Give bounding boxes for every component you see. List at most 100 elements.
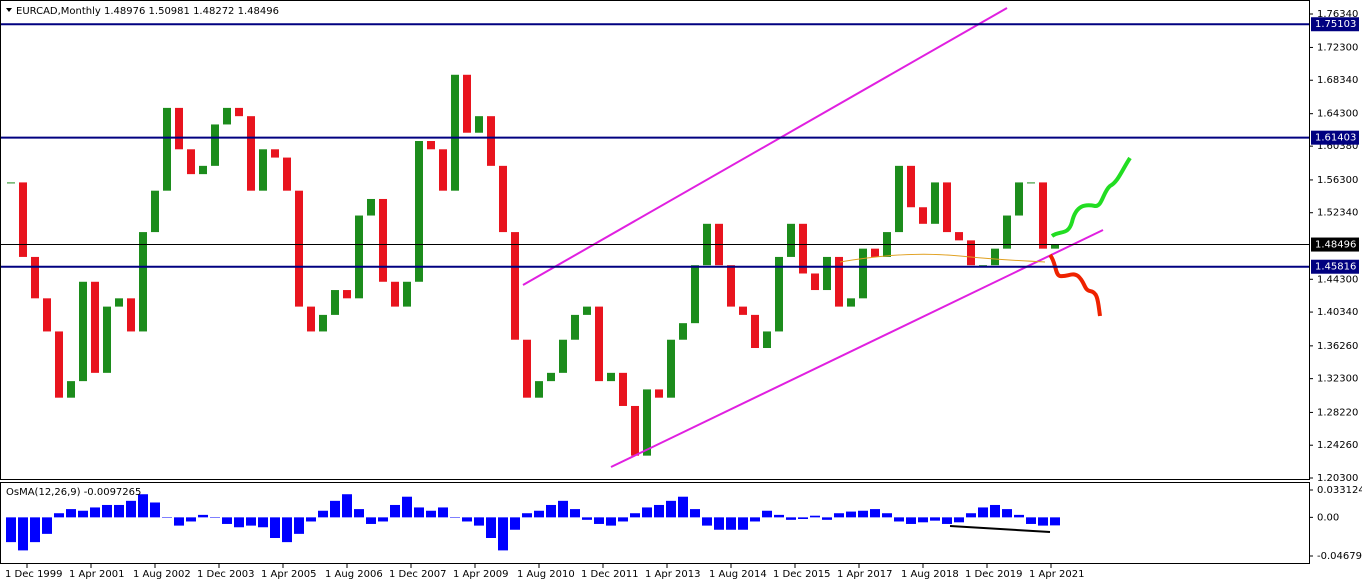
candle — [55, 331, 63, 398]
candle — [799, 223, 807, 274]
candle — [511, 232, 519, 340]
candle — [43, 298, 51, 332]
candle — [835, 256, 843, 307]
osma-bar — [726, 517, 736, 530]
osma-bar — [186, 517, 196, 522]
x-tick-label: 1 Aug 2002 — [133, 569, 191, 580]
candle — [163, 107, 171, 191]
candle — [691, 265, 699, 324]
candle — [475, 116, 483, 133]
x-tick-label: 1 Aug 2010 — [517, 569, 575, 580]
candle — [739, 306, 747, 315]
candle — [943, 182, 951, 233]
osma-bar — [738, 517, 748, 530]
price-level-label: 1.48496 — [1315, 240, 1356, 251]
candle — [751, 314, 759, 349]
candle — [823, 256, 831, 291]
y2-tick-label: 0.033124 — [1317, 485, 1362, 496]
candle — [367, 198, 375, 216]
menu-arrow — [6, 8, 12, 12]
osma-bar — [774, 514, 784, 518]
x-tick-label: 1 Aug 2014 — [709, 569, 767, 580]
x-tick-label: 1 Aug 2018 — [901, 569, 959, 580]
osma-bar — [138, 494, 148, 518]
osma-bar — [498, 517, 508, 551]
candle — [199, 165, 207, 175]
candle — [583, 306, 591, 315]
osma-bar — [126, 500, 136, 518]
candle — [991, 248, 999, 266]
candle — [499, 165, 507, 233]
osma-bar — [246, 517, 256, 526]
osma-bar — [462, 517, 472, 522]
chart-title: EURCAD,Monthly 1.48976 1.50981 1.48272 1… — [16, 6, 279, 17]
osma-bar — [930, 517, 940, 521]
x-tick-label: 1 Apr 2009 — [453, 569, 508, 580]
candle — [259, 149, 267, 191]
osma-bar — [474, 517, 484, 526]
x-tick-label: 1 Aug 2006 — [325, 569, 383, 580]
x-tick-label: 1 Apr 2005 — [261, 569, 316, 580]
osma-bar — [222, 517, 232, 524]
channel-upper — [522, 7, 1008, 286]
y-tick-label: 1.60380 — [1317, 141, 1358, 152]
candle — [379, 198, 387, 282]
candle — [67, 381, 75, 398]
x-tick-label: 1 Dec 2003 — [197, 569, 255, 580]
candle — [571, 314, 579, 340]
channel-lower — [610, 229, 1104, 468]
osma-bar — [114, 504, 124, 518]
candle — [727, 265, 735, 307]
osma-bar — [390, 504, 400, 518]
candle — [487, 116, 495, 166]
y-tick-label: 1.52340 — [1317, 208, 1358, 219]
osma-bar — [594, 517, 604, 524]
candle — [343, 290, 351, 299]
osma-bar — [162, 517, 172, 518]
osma-bar — [942, 517, 952, 524]
candle — [103, 306, 111, 373]
osma-bar — [750, 517, 760, 522]
price-level-box — [1311, 259, 1359, 274]
y-tick-label: 1.68340 — [1317, 75, 1358, 86]
osma-bar — [258, 517, 268, 528]
candle — [235, 107, 243, 117]
osma-bar — [582, 517, 592, 520]
candle — [439, 149, 447, 191]
candle — [7, 182, 15, 184]
osma-bar — [1014, 514, 1024, 518]
candle — [763, 331, 771, 349]
osma-bar — [906, 517, 916, 524]
osma-bar — [426, 510, 436, 518]
osma-bar — [534, 510, 544, 518]
osma-bar — [810, 515, 820, 518]
osma-bar — [558, 500, 568, 518]
candle — [859, 248, 867, 299]
candle — [319, 314, 327, 332]
osma-bar — [798, 517, 808, 520]
candle — [79, 281, 87, 382]
osma-bar — [294, 517, 304, 534]
candle — [211, 124, 219, 166]
osma-bar — [414, 507, 424, 518]
candle — [307, 306, 315, 332]
y-tick-label: 1.40340 — [1317, 307, 1358, 318]
osma-bar — [486, 517, 496, 538]
candle — [523, 339, 531, 398]
bullish-arrow — [1050, 156, 1132, 238]
candle — [895, 165, 903, 233]
candle — [139, 232, 147, 332]
candle — [1039, 182, 1047, 249]
osma-bar — [510, 517, 520, 530]
osma-bar — [966, 513, 976, 518]
y-tick-label: 1.72300 — [1317, 42, 1358, 53]
x-tick-label: 1 Apr 2017 — [837, 569, 892, 580]
osma-bar — [858, 510, 868, 518]
x-tick-label: 1 Dec 2015 — [773, 569, 831, 580]
candle — [451, 74, 459, 191]
candle — [643, 389, 651, 456]
candle — [463, 74, 471, 133]
osma-bar — [78, 510, 88, 518]
osma-bar — [42, 517, 52, 534]
